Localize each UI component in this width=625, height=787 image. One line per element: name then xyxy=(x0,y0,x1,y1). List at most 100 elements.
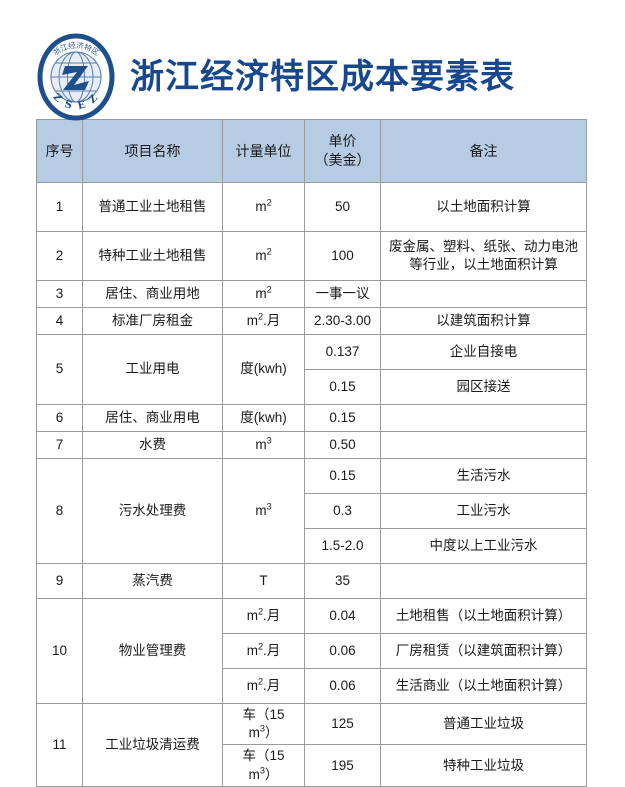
cell-note: 土地租售（以土地面积计算） xyxy=(380,598,587,634)
cell-item-name: 特种工业土地租售 xyxy=(82,231,223,281)
column-header-price: 单价 （美金） xyxy=(304,119,381,183)
cell-note: 园区接送 xyxy=(380,369,587,405)
cell-note: 生活商业（以土地面积计算） xyxy=(380,668,587,704)
cell-price: 0.06 xyxy=(304,668,381,704)
cell-note xyxy=(380,431,587,459)
unit-superscript: 2 xyxy=(257,311,264,322)
cell-row-number: 11 xyxy=(36,703,83,787)
cell-note: 厂房租赁（以建筑面积计算） xyxy=(380,633,587,669)
table-row: 4 标准厂房租金 m2.月 2.30-3.00 以建筑面积计算 xyxy=(36,307,587,335)
cell-price: 1.5-2.0 xyxy=(304,528,381,564)
cell-unit: m2.月 xyxy=(222,633,305,669)
cell-unit: 度(kwh) xyxy=(222,404,305,432)
cell-row-number: 1 xyxy=(36,182,83,232)
cell-price: 0.15 xyxy=(304,404,381,432)
cell-note: 企业自接电 xyxy=(380,334,587,370)
table-row: 8 污水处理费 m3 0.15 生活污水 xyxy=(36,458,587,564)
page-header: 浙江经济特区 Z S E Z 浙江经济特区成本要素表 xyxy=(0,0,625,121)
table-row: 0.3 工业污水 xyxy=(37,493,587,529)
cell-row-number: 5 xyxy=(36,334,83,405)
cell-row-number: 2 xyxy=(36,231,83,281)
table-body: 1 普通工业土地租售 m2 50 以土地面积计算 2 特种工业土地租售 m2 100 废金属、塑料… xyxy=(36,182,587,787)
cell-unit: m2.月 xyxy=(222,598,305,634)
cell-item-name: 污水处理费 xyxy=(82,458,223,564)
cell-price: 100 xyxy=(304,231,381,281)
cell-item-name: 工业用电 xyxy=(82,334,223,405)
zsez-emblem-logo: 浙江经济特区 Z S E Z xyxy=(32,33,120,121)
cost-elements-table: 序号 项目名称 计量单位 单价 （美金） 备注 1 普通工业土地租售 m2 50 以土地… xyxy=(36,119,587,787)
unit-superscript: 3 xyxy=(266,435,272,446)
table-row: 9 蒸汽费 T 35 xyxy=(36,563,587,599)
cell-item-name: 工业垃圾清运费 xyxy=(82,703,223,787)
table-row: m2.月 0.06 生活商业（以土地面积计算） xyxy=(37,668,587,704)
cell-note: 特种工业垃圾 xyxy=(380,744,587,787)
cell-price: 0.06 xyxy=(304,633,381,669)
cell-price: 195 xyxy=(304,744,381,787)
cell-row-number: 9 xyxy=(36,563,83,599)
table-row: 1.5-2.0 中度以上工业污水 xyxy=(37,528,587,564)
table-row: 3 居住、商业用地 m2 一事一议 xyxy=(36,280,587,308)
cell-note: 以建筑面积计算 xyxy=(380,307,587,335)
unit-superscript: 2 xyxy=(257,676,264,687)
unit-superscript: 3 xyxy=(259,765,265,776)
cell-note: 普通工业垃圾 xyxy=(380,702,587,746)
cell-item-name: 蒸汽费 xyxy=(82,563,223,599)
cell-item-name: 居住、商业用地 xyxy=(82,280,223,308)
table-row: 7 水费 m3 0.50 xyxy=(36,431,587,459)
cost-table-wrapper: 序号 项目名称 计量单位 单价 （美金） 备注 1 普通工业土地租售 m2 50 以土地… xyxy=(36,119,587,787)
cell-price: 0.04 xyxy=(304,598,381,634)
cell-price: 0.137 xyxy=(304,334,381,370)
table-row: 6 居住、商业用电 度(kwh) 0.15 xyxy=(36,404,587,432)
unit-superscript: 2 xyxy=(257,606,264,617)
table-row: 11 工业垃圾清运费 车（15 m3） 125 普通工业垃圾 xyxy=(36,702,587,787)
table-row: 1 普通工业土地租售 m2 50 以土地面积计算 xyxy=(36,182,587,232)
column-header-name: 项目名称 xyxy=(82,119,223,183)
cell-row-number: 4 xyxy=(36,307,83,335)
cell-unit: T xyxy=(222,563,305,599)
cell-row-number: 3 xyxy=(36,280,83,308)
table-row: 2 特种工业土地租售 m2 100 废金属、塑料、纸张、动力电池等行业，以土地面积计算 xyxy=(36,231,587,281)
column-header-unit: 计量单位 xyxy=(222,119,305,183)
table-row: m2.月 0.06 厂房租赁（以建筑面积计算） xyxy=(37,633,587,669)
cell-item-name: 物业管理费 xyxy=(82,598,223,704)
cell-item-name: 水费 xyxy=(82,431,223,459)
unit-superscript: 2 xyxy=(266,197,272,208)
cell-note: 中度以上工业污水 xyxy=(380,528,587,564)
cell-row-number: 6 xyxy=(36,404,83,432)
page-title: 浙江经济特区成本要素表 xyxy=(130,57,515,97)
table-row: 0.15 园区接送 xyxy=(37,369,587,405)
cell-unit: m2.月 xyxy=(222,668,305,704)
unit-superscript: 2 xyxy=(266,284,272,295)
cell-unit: m2 xyxy=(222,182,305,232)
cell-unit: m2.月 xyxy=(222,307,305,335)
cell-row-number: 7 xyxy=(36,431,83,459)
cell-unit: 车（15 m3） xyxy=(222,744,305,787)
cell-price: 0.3 xyxy=(304,493,381,529)
cell-note xyxy=(380,280,587,308)
cell-item-name: 标准厂房租金 xyxy=(82,307,223,335)
cell-item-name: 普通工业土地租售 xyxy=(82,182,223,232)
cell-note: 工业污水 xyxy=(380,493,587,529)
cell-note: 以土地面积计算 xyxy=(380,182,587,232)
cell-price: 125 xyxy=(304,702,381,746)
cell-price: 35 xyxy=(304,563,381,599)
unit-superscript: 3 xyxy=(266,501,272,512)
cell-unit: m3 xyxy=(222,431,305,459)
unit-superscript: 2 xyxy=(266,246,272,257)
cell-unit: m2 xyxy=(222,280,305,308)
table-header-row: 序号 项目名称 计量单位 单价 （美金） 备注 xyxy=(36,119,587,183)
cell-unit: m2 xyxy=(222,231,305,281)
cell-unit: 度(kwh) xyxy=(222,334,305,405)
cell-price: 0.50 xyxy=(304,431,381,459)
cell-note xyxy=(380,404,587,432)
cell-unit: m3 xyxy=(222,458,305,564)
unit-superscript: 2 xyxy=(257,641,264,652)
column-header-note: 备注 xyxy=(380,119,587,183)
unit-superscript: 3 xyxy=(259,723,265,734)
cell-note: 生活污水 xyxy=(380,458,587,494)
cell-row-number: 8 xyxy=(36,458,83,564)
table-header: 序号 项目名称 计量单位 单价 （美金） 备注 xyxy=(36,119,587,183)
table-row: 5 工业用电 度(kwh) 0.137 企业自接电 xyxy=(36,334,587,405)
cell-note xyxy=(380,563,587,599)
column-header-price-line2: （美金） xyxy=(314,152,371,168)
